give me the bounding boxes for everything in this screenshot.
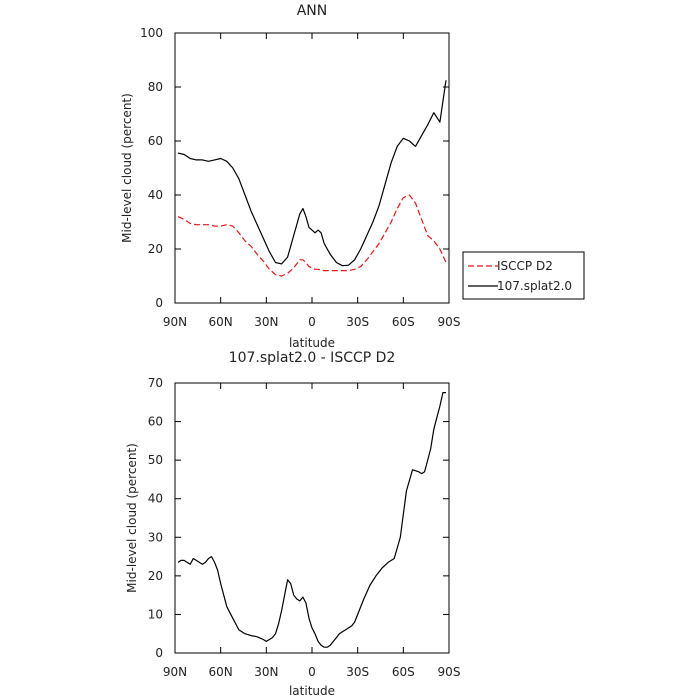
x-tick-label: 30N xyxy=(254,315,278,329)
y-tick-label: 0 xyxy=(155,646,163,660)
y-tick-label: 30 xyxy=(148,530,163,544)
y-tick-label: 50 xyxy=(148,453,163,467)
x-axis-label: latitude xyxy=(289,684,335,698)
y-tick-label: 20 xyxy=(148,242,163,256)
y-tick-label: 100 xyxy=(140,26,163,40)
y-tick-label: 10 xyxy=(148,607,163,621)
x-tick-label: 0 xyxy=(308,665,316,679)
bottom-panel: 107.splat2.0 - ISCCP D2 90N 60N 30N 0 30S 60S 9… xyxy=(125,350,460,698)
x-tick-label: 0 xyxy=(308,315,316,329)
y-axis-label: Mid-level cloud (percent) xyxy=(125,443,139,593)
y-tick-label: 40 xyxy=(148,188,163,202)
y-tick-label: 20 xyxy=(148,569,163,583)
x-tick-label: 60S xyxy=(392,665,415,679)
x-tick-label: 90S xyxy=(438,315,461,329)
y-tick-label: 0 xyxy=(155,296,163,310)
y-tick-label: 60 xyxy=(148,134,163,148)
x-tick-label: 90S xyxy=(438,665,461,679)
y-axis-label: Mid-level cloud (percent) xyxy=(120,93,134,243)
x-tick-label: 30S xyxy=(346,665,369,679)
legend-box xyxy=(462,251,585,300)
x-tick-label: 30N xyxy=(254,665,278,679)
legend-label-0: ISCCP D2 xyxy=(497,259,553,273)
chart-title: ANN xyxy=(297,3,328,19)
plot-frame xyxy=(174,382,450,654)
x-tick-label: 60S xyxy=(392,315,415,329)
x-tick-label: 60N xyxy=(209,665,233,679)
series-line-1 xyxy=(177,80,447,267)
y-tick-label: 40 xyxy=(148,492,163,506)
x-tick-label: 60N xyxy=(209,315,233,329)
chart-title: 107.splat2.0 - ISCCP D2 xyxy=(229,350,396,366)
x-tick-label: 90N xyxy=(163,665,187,679)
x-tick-label: 90N xyxy=(163,315,187,329)
x-axis-label: latitude xyxy=(289,336,335,350)
y-tick-label: 70 xyxy=(148,376,163,390)
legend-label-1: 107.splat2.0 xyxy=(497,279,572,293)
y-tick-label: 60 xyxy=(148,415,163,429)
top-panel: ANN 90N 60N 30N 0 30S 60S 90S 0 20 40 60 80 100 latitu… xyxy=(120,3,585,350)
series-line-0 xyxy=(177,392,446,648)
y-tick-label: 80 xyxy=(148,80,163,94)
plot-frame xyxy=(174,32,450,304)
x-tick-label: 30S xyxy=(346,315,369,329)
series-line-0 xyxy=(177,194,447,277)
